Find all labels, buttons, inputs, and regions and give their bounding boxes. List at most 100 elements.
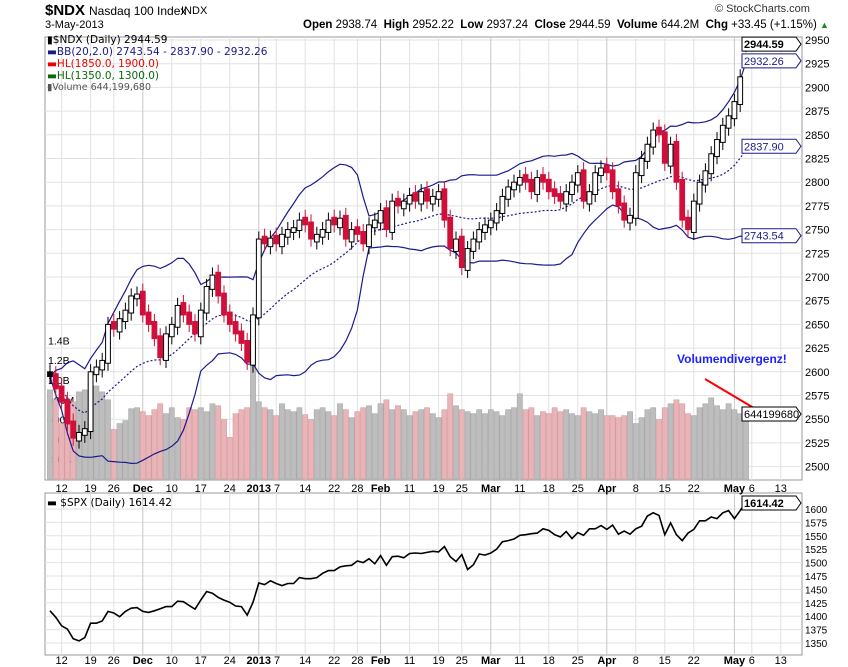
candle-body — [708, 153, 715, 175]
spx-tick-label: 1375 — [805, 626, 828, 637]
volume-bar — [93, 385, 100, 480]
candle-body — [580, 169, 587, 202]
x-tick-label: Dec — [133, 655, 153, 667]
candle-body — [110, 321, 117, 330]
candle-body — [64, 398, 71, 425]
spx-tag-box — [741, 495, 802, 511]
x-tick-label: 12 — [55, 655, 67, 667]
price-tick-label: 2525 — [805, 438, 829, 450]
candle-body — [673, 140, 680, 183]
x-tick-label: 10 — [166, 655, 178, 667]
candle-body — [719, 124, 726, 143]
volume-bar — [482, 413, 488, 480]
x-tick-label: 7 — [274, 483, 280, 495]
volume-bar — [545, 413, 552, 480]
legend-price-text: $NDX (Daily) 2944.59 — [52, 34, 168, 46]
bb-upper-tag: 2932.26 — [741, 53, 802, 69]
x-tick-label: 24 — [224, 655, 236, 667]
exchange: INDX — [181, 5, 208, 17]
candle-body — [221, 292, 227, 316]
candle-body — [128, 295, 135, 314]
x-tick-label: 14 — [299, 483, 311, 495]
candle-body — [308, 221, 314, 240]
candle-body — [232, 321, 239, 335]
volume-bar — [244, 407, 251, 480]
candle-body — [134, 293, 140, 300]
candle-body — [453, 238, 459, 252]
x-tick-label: 11 — [514, 655, 525, 667]
volume-bar — [354, 411, 361, 480]
candle-body — [429, 195, 436, 205]
volume-bar — [52, 399, 59, 480]
volume-bar — [209, 403, 216, 480]
candle-body — [598, 167, 604, 177]
candle-body — [337, 217, 343, 229]
price-tick-label: 2575 — [805, 391, 829, 403]
volume-bar — [696, 407, 703, 480]
volume-label: Volume — [616, 19, 658, 31]
volume-bar — [163, 413, 169, 480]
candle-body — [209, 274, 216, 290]
candle-body — [302, 216, 309, 226]
volume-bar — [186, 407, 193, 480]
volume-bar — [673, 399, 680, 480]
volume-bar — [534, 415, 541, 480]
candle-body — [47, 371, 53, 378]
spx-tick-label: 1425 — [805, 599, 828, 610]
x-tick-label: 14 — [299, 655, 311, 667]
volume-bar — [180, 419, 187, 480]
volume-bar — [255, 401, 262, 480]
volume-bar — [685, 413, 691, 480]
volume-bar — [279, 403, 285, 480]
volume-bar — [551, 407, 558, 480]
candle-body — [499, 195, 506, 214]
x-tick-label: 15 — [659, 483, 671, 495]
candle-body — [551, 188, 558, 197]
candle-body — [151, 321, 158, 340]
volume-bar — [383, 399, 390, 480]
candle-body — [569, 181, 575, 196]
candle-body — [644, 143, 651, 162]
legend-hl2-text: HL(1350.0, 1300.0) — [56, 70, 160, 82]
price-tick-label: 2950 — [805, 35, 829, 47]
volume-bar — [493, 411, 500, 480]
volume-bar — [598, 409, 604, 480]
date: 3-May-2013 — [45, 19, 104, 31]
candle-body — [279, 233, 285, 248]
volume-bar — [215, 405, 222, 480]
price-tick-label: 2825 — [805, 154, 829, 166]
volume-bar — [458, 409, 465, 480]
x-tick-label: 22 — [688, 483, 700, 495]
low-label: Low — [460, 19, 484, 31]
x-tick-label: 6 — [749, 655, 755, 667]
volume-bar — [296, 407, 303, 480]
candle-body — [215, 271, 222, 297]
candle-body — [458, 235, 465, 269]
volume-bar — [627, 411, 633, 480]
candle-body — [447, 216, 454, 250]
x-tick-label: Apr — [597, 483, 617, 495]
candle-body — [638, 158, 645, 177]
bb-mid-tag-text: 2837.90 — [744, 141, 784, 153]
volume-bar — [667, 403, 674, 480]
volume-bar — [441, 409, 448, 480]
spx-tick-label: 1475 — [805, 572, 828, 583]
volume-bar — [110, 429, 117, 480]
x-tick-label: 25 — [572, 483, 584, 495]
candle-icon: ▮ — [47, 34, 53, 46]
close-value: 2944.59 — [569, 19, 611, 31]
x-tick-label: 25 — [456, 655, 468, 667]
volume-bar — [586, 411, 593, 480]
volume-bar — [366, 405, 372, 480]
x-tick-label: 15 — [659, 655, 671, 667]
candle-body — [163, 333, 169, 361]
volume-bar — [261, 407, 268, 480]
volume-bar — [429, 413, 436, 480]
x-tick-label: 26 — [108, 655, 120, 667]
candle-body — [261, 235, 268, 245]
legend-volume-text: Volume 644,199,680 — [52, 82, 152, 93]
legend-bb-text: BB(20,2.0) 2743.54 - 2837.90 - 2932.26 — [56, 46, 268, 58]
candle-body — [122, 309, 129, 323]
price-tick-label: 2675 — [805, 296, 829, 308]
